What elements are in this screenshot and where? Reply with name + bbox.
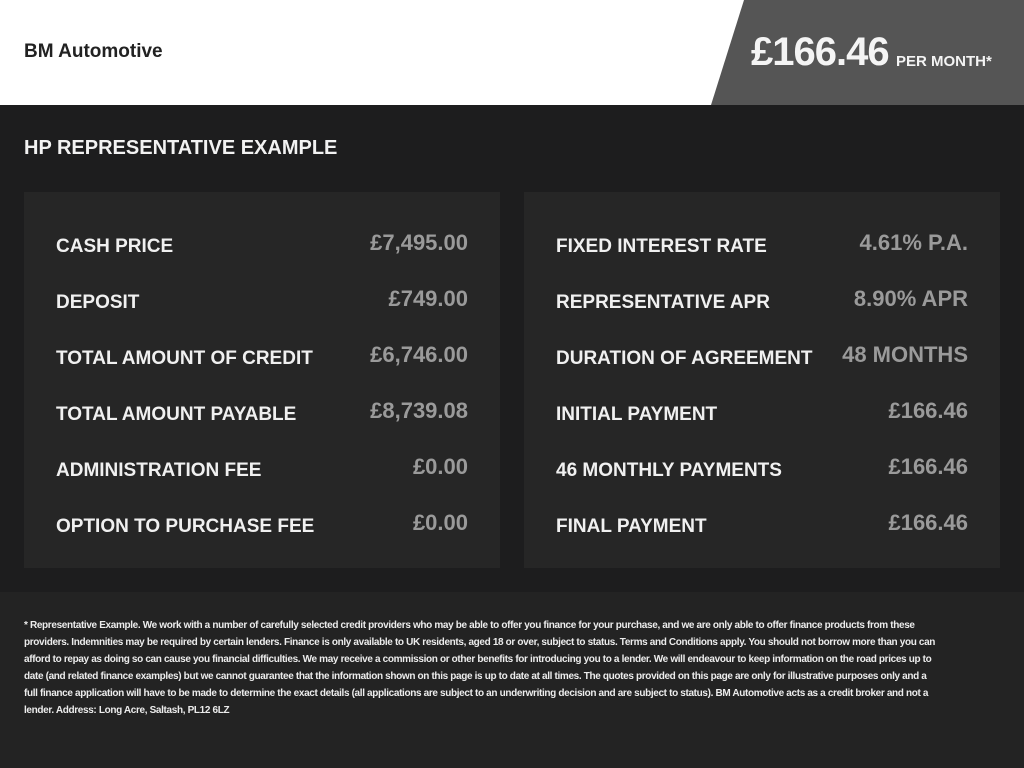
finance-value: £0.00 xyxy=(412,510,468,535)
finance-row: DURATION OF AGREEMENT 48 MONTHS xyxy=(556,342,968,374)
disclaimer-line: date (and related finance examples) but … xyxy=(24,671,927,682)
finance-value: £166.46 xyxy=(888,510,968,535)
disclaimer-line: afford to repay as doing so can cause yo… xyxy=(24,654,932,665)
finance-label: OPTION TO PURCHASE FEE xyxy=(56,516,315,537)
finance-value: 8.90% APR xyxy=(853,286,968,311)
finance-value: £749.00 xyxy=(388,286,468,311)
section-title: HP REPRESENTATIVE EXAMPLE xyxy=(24,137,338,159)
finance-value: £166.46 xyxy=(888,398,968,423)
monthly-price-banner xyxy=(711,0,1024,105)
finance-label: TOTAL AMOUNT OF CREDIT xyxy=(56,348,313,369)
finance-value: £6,746.00 xyxy=(370,342,468,367)
finance-label: ADMINISTRATION FEE xyxy=(56,460,262,481)
per-month-label: PER MONTH* xyxy=(896,53,992,70)
disclaimer-text: * Representative Example. We work with a… xyxy=(24,617,935,719)
finance-row: FIXED INTEREST RATE 4.61% P.A. xyxy=(556,230,968,262)
finance-value: £7,495.00 xyxy=(370,230,468,255)
disclaimer-line: * Representative Example. We work with a… xyxy=(24,620,915,631)
finance-label: DEPOSIT xyxy=(56,292,140,313)
disclaimer-line: providers. Indemnities may be required b… xyxy=(24,637,936,648)
finance-value: £8,739.08 xyxy=(370,398,468,423)
finance-label: CASH PRICE xyxy=(56,236,174,257)
finance-value: £166.46 xyxy=(888,454,968,479)
finance-details-right: FIXED INTEREST RATE 4.61% P.A. REPRESENTAT… xyxy=(524,192,1000,568)
finance-details-left: CASH PRICE £7,495.00 DEPOSIT £749.00 TOTAL A… xyxy=(24,192,500,568)
disclaimer-line: lender. Address: Long Acre, Saltash, PL1… xyxy=(24,705,230,716)
finance-row: DEPOSIT £749.00 xyxy=(56,286,468,318)
finance-label: FINAL PAYMENT xyxy=(556,516,707,537)
header: BM Automotive £166.46 PER MONTH* xyxy=(0,0,1024,105)
disclaimer-footer xyxy=(0,592,1024,768)
finance-row: ADMINISTRATION FEE £0.00 xyxy=(56,454,468,486)
finance-label: TOTAL AMOUNT PAYABLE xyxy=(56,404,297,425)
finance-label: REPRESENTATIVE APR xyxy=(556,292,770,313)
finance-label: DURATION OF AGREEMENT xyxy=(556,348,813,369)
finance-value: £0.00 xyxy=(412,454,468,479)
finance-row: TOTAL AMOUNT OF CREDIT £6,746.00 xyxy=(56,342,468,374)
finance-row: 46 MONTHLY PAYMENTS £166.46 xyxy=(556,454,968,486)
finance-row: REPRESENTATIVE APR 8.90% APR xyxy=(556,286,968,318)
finance-label: INITIAL PAYMENT xyxy=(556,404,718,425)
monthly-price: £166.46 xyxy=(751,30,890,74)
finance-value: 4.61% P.A. xyxy=(859,230,968,255)
disclaimer-line: full finance application will have to be… xyxy=(24,688,929,699)
finance-row: INITIAL PAYMENT £166.46 xyxy=(556,398,968,430)
dealer-name: BM Automotive xyxy=(24,41,163,62)
finance-row: TOTAL AMOUNT PAYABLE £8,739.08 xyxy=(56,398,468,430)
finance-label: FIXED INTEREST RATE xyxy=(556,236,767,257)
finance-row: OPTION TO PURCHASE FEE £0.00 xyxy=(56,510,468,542)
finance-row: CASH PRICE £7,495.00 xyxy=(56,230,468,262)
finance-value: 48 MONTHS xyxy=(842,342,968,367)
finance-row: FINAL PAYMENT £166.46 xyxy=(556,510,968,542)
finance-label: 46 MONTHLY PAYMENTS xyxy=(556,460,782,481)
